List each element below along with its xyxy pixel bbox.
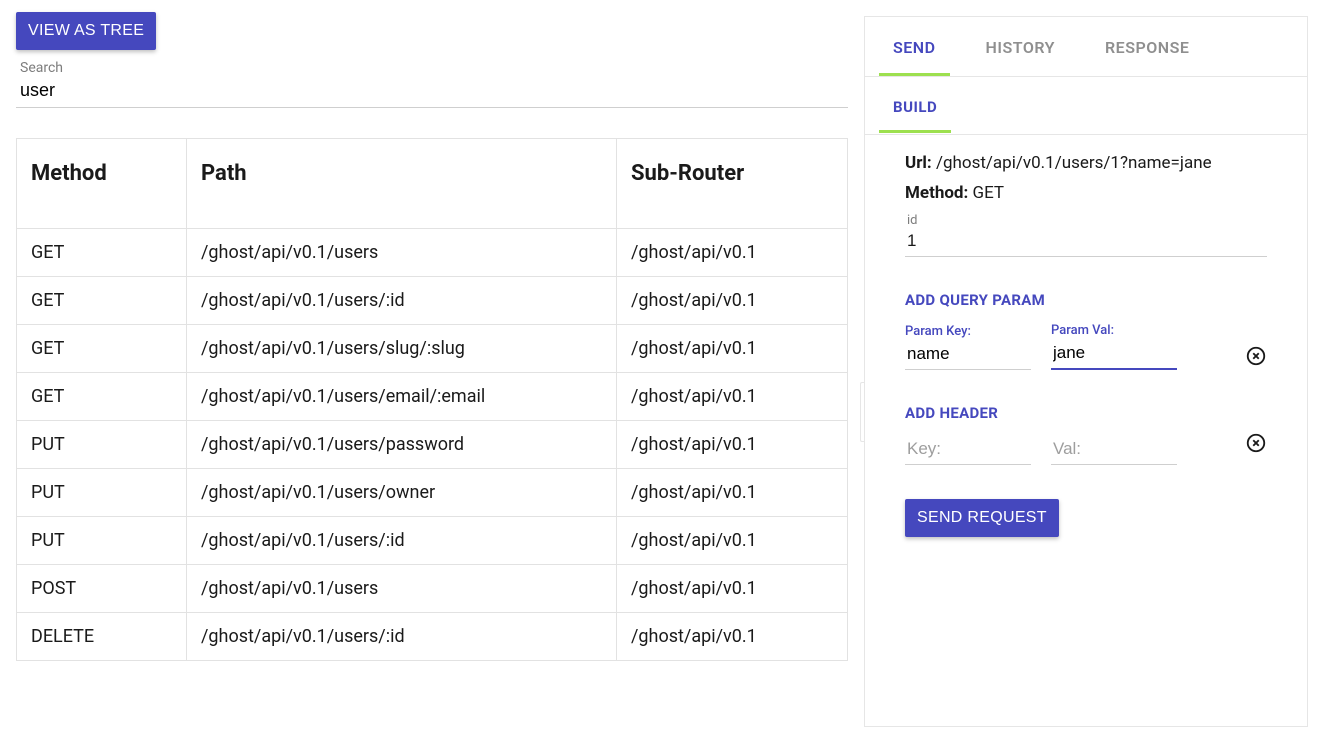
search-label: Search [16, 60, 848, 76]
tabs-row: SEND HISTORY RESPONSE [865, 17, 1307, 77]
table-row[interactable]: PUT/ghost/api/v0.1/users/:id/ghost/api/v… [17, 517, 848, 565]
view-as-tree-button[interactable]: VIEW AS TREE [16, 12, 156, 50]
cell-method: GET [17, 229, 187, 277]
cell-subrouter: /ghost/api/v0.1 [617, 373, 848, 421]
query-param-row: Param Key: Param Val: [905, 323, 1267, 370]
add-header-heading: ADD HEADER [905, 404, 1267, 422]
table-row[interactable]: PUT/ghost/api/v0.1/users/owner/ghost/api… [17, 469, 848, 517]
subtab-build[interactable]: BUILD [893, 80, 937, 132]
cell-subrouter: /ghost/api/v0.1 [617, 325, 848, 373]
cell-method: PUT [17, 517, 187, 565]
cell-path: /ghost/api/v0.1/users/:id [187, 613, 617, 661]
tab-response[interactable]: RESPONSE [1105, 18, 1189, 75]
query-key-input[interactable] [905, 341, 1031, 370]
method-line: Method: GET [905, 183, 1267, 203]
url-label: Url: [905, 153, 932, 173]
table-row[interactable]: GET/ghost/api/v0.1/users/ghost/api/v0.1 [17, 229, 848, 277]
cell-path: /ghost/api/v0.1/users/owner [187, 469, 617, 517]
cell-method: GET [17, 325, 187, 373]
url-line: Url: /ghost/api/v0.1/users/1?name=jane [905, 153, 1267, 173]
col-method: Method [17, 139, 187, 229]
cell-subrouter: /ghost/api/v0.1 [617, 565, 848, 613]
cell-subrouter: /ghost/api/v0.1 [617, 277, 848, 325]
cell-subrouter: /ghost/api/v0.1 [617, 229, 848, 277]
build-body: Url: /ghost/api/v0.1/users/1?name=jane M… [865, 135, 1307, 726]
table-row[interactable]: GET/ghost/api/v0.1/users/:id/ghost/api/v… [17, 277, 848, 325]
table-row[interactable]: DELETE/ghost/api/v0.1/users/:id/ghost/ap… [17, 613, 848, 661]
cell-path: /ghost/api/v0.1/users/email/:email [187, 373, 617, 421]
cell-subrouter: /ghost/api/v0.1 [617, 469, 848, 517]
table-row[interactable]: POST/ghost/api/v0.1/users/ghost/api/v0.1 [17, 565, 848, 613]
method-value: GET [973, 183, 1005, 203]
cell-path: /ghost/api/v0.1/users [187, 229, 617, 277]
table-row[interactable]: GET/ghost/api/v0.1/users/email/:email/gh… [17, 373, 848, 421]
query-key-label: Param Key: [905, 324, 1031, 339]
cell-method: GET [17, 373, 187, 421]
app-root: VIEW AS TREE Search Method Path Sub-Rout… [0, 0, 1324, 743]
subtabs-row: BUILD [865, 77, 1307, 135]
col-subrouter: Sub-Router [617, 139, 848, 229]
cell-subrouter: /ghost/api/v0.1 [617, 613, 848, 661]
cell-method: PUT [17, 469, 187, 517]
cell-path: /ghost/api/v0.1/users/password [187, 421, 617, 469]
header-val-input[interactable] [1051, 436, 1177, 465]
header-param-row [905, 436, 1267, 465]
tab-send[interactable]: SEND [893, 18, 936, 75]
cell-subrouter: /ghost/api/v0.1 [617, 421, 848, 469]
path-param-label: id [905, 213, 1267, 228]
table-row[interactable]: GET/ghost/api/v0.1/users/slug/:slug/ghos… [17, 325, 848, 373]
cell-method: PUT [17, 421, 187, 469]
left-panel: VIEW AS TREE Search Method Path Sub-Rout… [0, 0, 864, 743]
cell-path: /ghost/api/v0.1/users/slug/:slug [187, 325, 617, 373]
search-field: Search [16, 60, 848, 108]
send-request-button[interactable]: SEND REQUEST [905, 499, 1059, 537]
url-value: /ghost/api/v0.1/users/1?name=jane [936, 153, 1212, 173]
table-row[interactable]: PUT/ghost/api/v0.1/users/password/ghost/… [17, 421, 848, 469]
path-param-input[interactable] [905, 228, 1267, 257]
header-key-input[interactable] [905, 436, 1031, 465]
method-label: Method: [905, 183, 968, 203]
routes-table: Method Path Sub-Router GET/ghost/api/v0.… [16, 138, 848, 661]
query-val-label: Param Val: [1051, 323, 1177, 338]
cell-subrouter: /ghost/api/v0.1 [617, 517, 848, 565]
remove-header-button[interactable] [1245, 432, 1267, 457]
routes-table-header: Method Path Sub-Router [17, 139, 848, 229]
routes-table-wrap: Method Path Sub-Router GET/ghost/api/v0.… [16, 138, 848, 661]
right-panel: SEND HISTORY RESPONSE BUILD Url: /ghost/… [864, 16, 1308, 727]
cell-path: /ghost/api/v0.1/users/:id [187, 517, 617, 565]
cell-method: DELETE [17, 613, 187, 661]
search-input[interactable] [16, 76, 848, 108]
tab-history[interactable]: HISTORY [986, 18, 1055, 75]
cell-method: GET [17, 277, 187, 325]
query-val-input[interactable] [1051, 340, 1177, 370]
add-query-param-heading: ADD QUERY PARAM [905, 291, 1267, 309]
cell-path: /ghost/api/v0.1/users/:id [187, 277, 617, 325]
col-path: Path [187, 139, 617, 229]
close-circle-icon [1245, 432, 1267, 457]
close-circle-icon [1245, 345, 1267, 370]
cell-method: POST [17, 565, 187, 613]
cell-path: /ghost/api/v0.1/users [187, 565, 617, 613]
remove-query-param-button[interactable] [1245, 345, 1267, 370]
